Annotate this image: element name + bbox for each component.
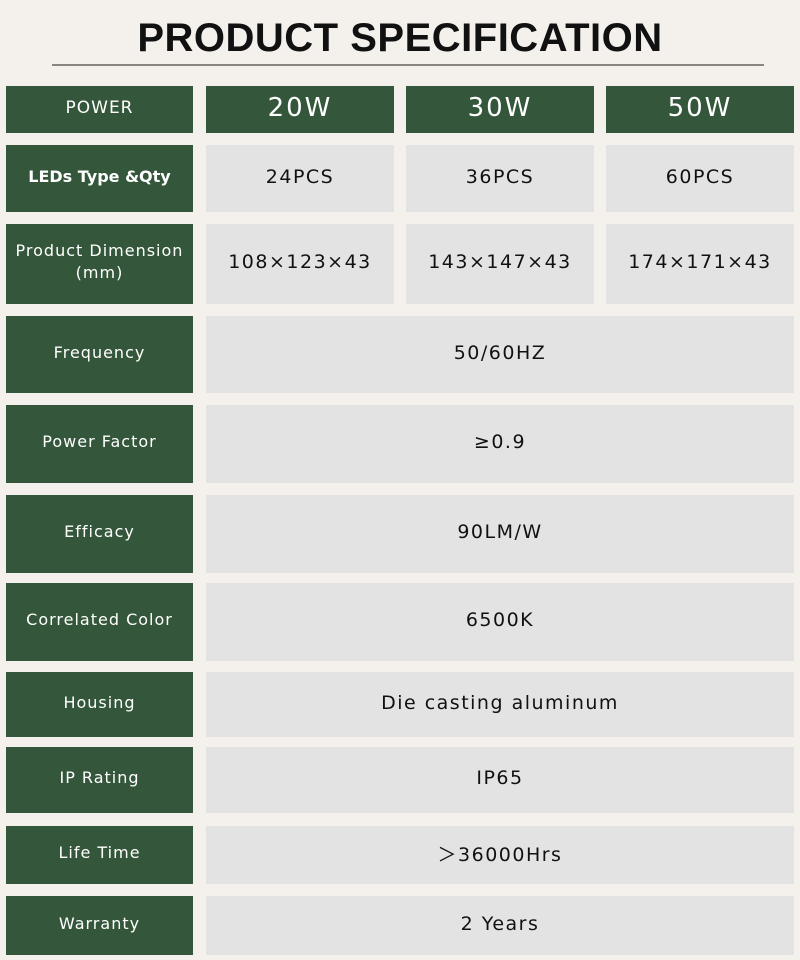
row-label: Efficacy — [6, 495, 193, 573]
row-value: IP65 — [206, 747, 794, 813]
row-label: Correlated Color — [6, 583, 193, 661]
header-model-20w: 20W — [206, 86, 394, 133]
row-label: Life Time — [6, 826, 193, 884]
row-value: Die casting aluminum — [206, 672, 794, 737]
row-value: 60PCS — [606, 145, 794, 212]
row-label: IP Rating — [6, 747, 193, 813]
row-value: 24PCS — [206, 145, 394, 212]
page-title: PRODUCT SPECIFICATION — [137, 16, 663, 60]
row-value: 108×123×43 — [206, 224, 394, 304]
header-model-50w: 50W — [606, 86, 794, 133]
row-value: 36PCS — [406, 145, 594, 212]
row-value: ＞36000Hrs — [206, 826, 794, 884]
title-divider — [52, 64, 764, 66]
row-label: Frequency — [6, 316, 193, 393]
row-label: Warranty — [6, 896, 193, 955]
row-value: 6500K — [206, 583, 794, 661]
row-label: Power Factor — [6, 405, 193, 483]
row-value: 50/60HZ — [206, 316, 794, 393]
row-value: 2 Years — [206, 896, 794, 955]
row-label: Product Dimension (mm) — [6, 224, 193, 304]
row-value: 143×147×43 — [406, 224, 594, 304]
header-model-30w: 30W — [406, 86, 594, 133]
row-label: Housing — [6, 672, 193, 737]
row-value: 174×171×43 — [606, 224, 794, 304]
row-value: 90LM/W — [206, 495, 794, 573]
header-label: POWER — [6, 86, 193, 133]
row-value: ≥0.9 — [206, 405, 794, 483]
row-label: LEDs Type &Qty — [6, 145, 193, 212]
